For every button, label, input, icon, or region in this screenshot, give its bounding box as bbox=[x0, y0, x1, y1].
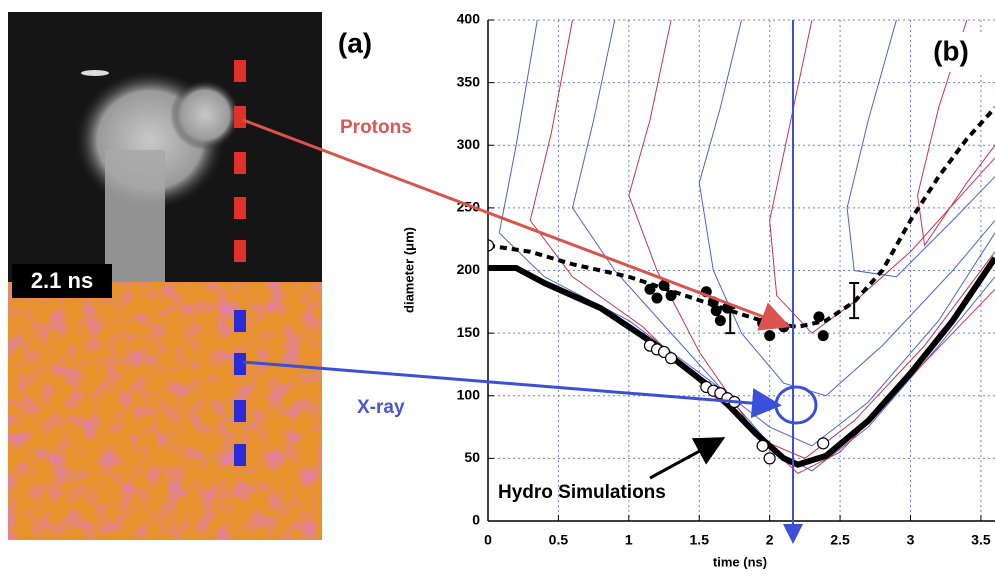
xray-label: X-ray bbox=[357, 397, 405, 418]
proton-point bbox=[715, 315, 726, 326]
y-tick-label: 150 bbox=[457, 324, 481, 340]
x-tick-label: 3.5 bbox=[971, 532, 991, 548]
y-tick-label: 0 bbox=[472, 512, 480, 528]
xray-point bbox=[764, 453, 775, 464]
panel-b-label: (b) bbox=[933, 35, 969, 66]
xray-point bbox=[666, 353, 677, 364]
x-tick-label: 0.5 bbox=[549, 532, 569, 548]
time-label: 2.1 ns bbox=[31, 268, 93, 293]
y-tick-label: 400 bbox=[457, 11, 481, 27]
xray-noise bbox=[8, 282, 322, 540]
x-axis-label: time (ns) bbox=[713, 554, 767, 569]
protons-label: Protons bbox=[340, 117, 412, 138]
y-tick-label: 300 bbox=[457, 136, 481, 152]
speck bbox=[81, 70, 109, 76]
y-axis-label: diameter (μm) bbox=[401, 227, 416, 313]
x-tick-label: 3 bbox=[907, 532, 915, 548]
y-tick-label: 100 bbox=[457, 386, 481, 402]
panel-a-label: (a) bbox=[338, 27, 372, 58]
proton-point bbox=[711, 305, 722, 316]
proton-point bbox=[813, 311, 824, 322]
x-tick-label: 0 bbox=[484, 532, 492, 548]
x-tick-label: 2.5 bbox=[830, 532, 850, 548]
x-tick-label: 2 bbox=[766, 532, 774, 548]
proton-point bbox=[818, 330, 829, 341]
panel-a: 2.1 ns bbox=[8, 12, 322, 540]
y-tick-label: 200 bbox=[457, 261, 481, 277]
proton-point bbox=[666, 290, 677, 301]
xray-point bbox=[818, 438, 829, 449]
stalk bbox=[105, 150, 165, 282]
y-tick-label: 350 bbox=[457, 73, 481, 89]
x-tick-label: 1 bbox=[625, 532, 633, 548]
proton-point bbox=[652, 293, 663, 304]
proton-point bbox=[644, 284, 655, 295]
annotation: Hydro Simulations bbox=[498, 482, 666, 503]
proton-point bbox=[764, 330, 775, 341]
xray-point bbox=[757, 440, 768, 451]
y-tick-label: 50 bbox=[464, 449, 480, 465]
blob bbox=[170, 80, 240, 150]
x-tick-label: 1.5 bbox=[690, 532, 710, 548]
plot: 05010015020025030035040000.511.522.533.5 bbox=[457, 11, 995, 548]
